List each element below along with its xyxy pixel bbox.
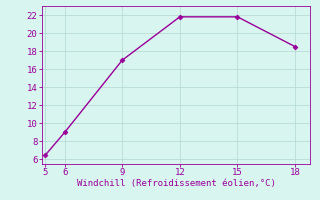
X-axis label: Windchill (Refroidissement éolien,°C): Windchill (Refroidissement éolien,°C) <box>76 179 276 188</box>
